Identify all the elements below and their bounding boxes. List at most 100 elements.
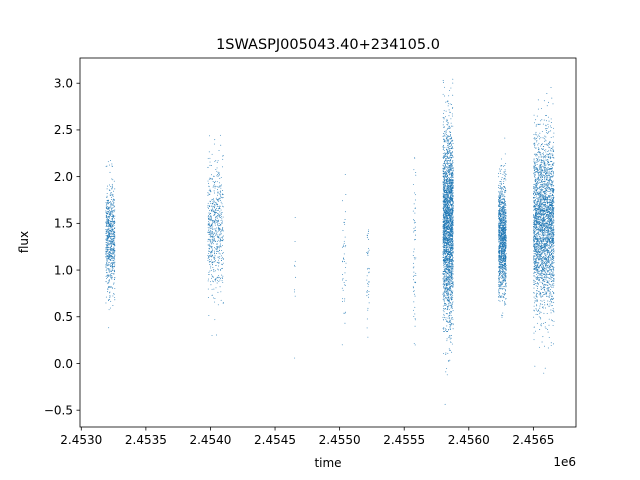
- data-point: [447, 290, 449, 292]
- data-point: [447, 265, 448, 267]
- data-point: [446, 175, 448, 177]
- data-point: [505, 210, 507, 212]
- data-point: [450, 132, 452, 133]
- data-point: [113, 241, 115, 243]
- data-point: [446, 205, 448, 207]
- data-point: [210, 243, 212, 245]
- data-point: [500, 276, 502, 278]
- data-point: [366, 327, 368, 329]
- data-point: [442, 272, 444, 274]
- data-point: [413, 257, 415, 259]
- data-point: [106, 258, 107, 260]
- data-point: [214, 187, 216, 189]
- data-point: [367, 253, 369, 255]
- data-point: [442, 175, 444, 177]
- data-point: [448, 214, 449, 216]
- data-point: [414, 258, 416, 260]
- data-point: [498, 237, 500, 239]
- data-point: [498, 291, 500, 293]
- data-point: [108, 287, 110, 289]
- data-point: [108, 275, 110, 277]
- data-point: [108, 262, 110, 264]
- data-point: [222, 252, 224, 253]
- data-point: [105, 232, 107, 234]
- data-point: [208, 224, 210, 225]
- data-point: [451, 274, 453, 276]
- data-point: [501, 273, 503, 275]
- data-point: [105, 253, 107, 255]
- data-point: [452, 310, 454, 312]
- data-point: [445, 265, 447, 267]
- data-point: [213, 207, 215, 209]
- data-point: [443, 183, 445, 185]
- data-point: [451, 163, 453, 165]
- data-point: [444, 235, 446, 236]
- data-point: [209, 161, 211, 163]
- data-point: [108, 234, 110, 236]
- data-point: [105, 235, 107, 237]
- data-point: [222, 235, 224, 237]
- data-point: [442, 194, 444, 196]
- data-point: [446, 258, 448, 260]
- data-point: [216, 227, 218, 229]
- data-point: [446, 249, 447, 251]
- data-point: [452, 307, 453, 309]
- data-point: [501, 283, 503, 285]
- data-point: [443, 223, 445, 225]
- data-point: [449, 233, 451, 235]
- data-point: [107, 221, 109, 223]
- data-point: [500, 213, 502, 215]
- data-point: [109, 210, 111, 211]
- data-point: [444, 135, 446, 137]
- data-point: [211, 241, 213, 242]
- data-point: [109, 242, 111, 244]
- data-point: [449, 190, 451, 192]
- data-point: [445, 213, 446, 215]
- data-point: [221, 216, 222, 218]
- data-point: [342, 298, 344, 300]
- data-point: [106, 263, 107, 265]
- data-point: [105, 205, 107, 207]
- data-point: [366, 279, 368, 281]
- data-point: [448, 304, 450, 306]
- data-point: [209, 239, 210, 241]
- data-point: [215, 241, 217, 243]
- data-point: [211, 262, 213, 264]
- data-point: [444, 287, 446, 289]
- data-point: [212, 235, 214, 237]
- data-point: [445, 116, 446, 118]
- data-point: [449, 178, 450, 180]
- data-point: [209, 270, 211, 272]
- data-point: [108, 264, 110, 266]
- data-point: [109, 252, 111, 254]
- data-point: [108, 207, 110, 209]
- data-point: [450, 141, 452, 143]
- data-point: [111, 226, 113, 228]
- data-point: [222, 302, 224, 304]
- data-point: [443, 207, 445, 209]
- data-point: [444, 262, 446, 264]
- data-point: [213, 259, 215, 260]
- data-point: [448, 224, 450, 226]
- data-point: [503, 186, 505, 187]
- data-point: [445, 280, 447, 282]
- data-point: [452, 190, 454, 192]
- data-point: [449, 134, 451, 136]
- data-point: [500, 184, 502, 185]
- data-point: [449, 335, 451, 337]
- data-point: [445, 201, 447, 203]
- data-point: [217, 291, 219, 293]
- data-point: [450, 256, 451, 258]
- data-point: [447, 282, 449, 284]
- data-point: [448, 148, 450, 150]
- data-point: [449, 181, 451, 183]
- data-point: [212, 233, 214, 235]
- data-point: [443, 208, 444, 210]
- data-point: [452, 179, 454, 181]
- data-point: [450, 321, 452, 323]
- data-point: [109, 286, 110, 288]
- data-point: [503, 287, 505, 289]
- data-point: [504, 165, 506, 166]
- data-point: [502, 238, 503, 240]
- data-point: [215, 210, 217, 212]
